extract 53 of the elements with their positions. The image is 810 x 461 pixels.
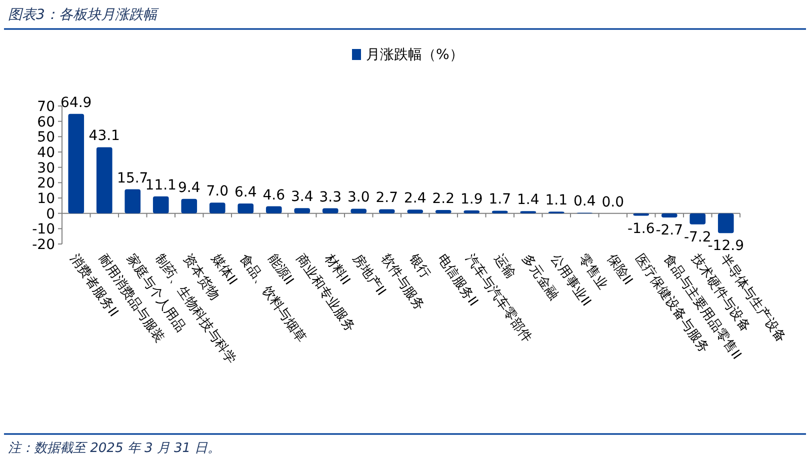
data-label: 2.2 xyxy=(432,190,455,207)
bar xyxy=(690,213,706,224)
data-label: 9.4 xyxy=(178,180,200,196)
bar xyxy=(661,213,678,218)
bar xyxy=(633,213,650,216)
bar xyxy=(407,210,424,214)
data-label: -2.7 xyxy=(656,222,684,238)
legend-label: 月涨跌幅（%） xyxy=(366,47,464,63)
y-tick-label: -20 xyxy=(32,237,55,253)
y-tick-label: 70 xyxy=(37,99,55,115)
bar xyxy=(435,210,452,214)
y-tick-label: 50 xyxy=(37,130,55,146)
data-label: 2.4 xyxy=(404,190,426,207)
data-label: 1.9 xyxy=(460,191,483,208)
data-label: 1.4 xyxy=(516,192,540,208)
y-tick-label: 30 xyxy=(37,160,55,176)
bar xyxy=(718,213,734,234)
bar xyxy=(96,147,112,214)
data-label: 3.0 xyxy=(347,190,370,206)
data-label: -1.6 xyxy=(627,220,655,237)
bar xyxy=(68,114,84,214)
data-label: 6.4 xyxy=(234,184,257,201)
bar xyxy=(209,202,226,214)
data-label: 0.4 xyxy=(573,194,596,210)
data-label: 43.1 xyxy=(88,128,120,144)
y-tick-label: 10 xyxy=(37,191,55,207)
bar xyxy=(124,189,141,214)
bar xyxy=(181,198,198,214)
data-label: 4.6 xyxy=(262,187,286,204)
data-label: 3.3 xyxy=(319,189,342,206)
bar xyxy=(464,210,480,214)
bar xyxy=(294,208,310,214)
data-label: 3.4 xyxy=(290,189,314,206)
chart-title: 图表3：各板块月涨跌幅 xyxy=(8,7,159,23)
y-tick-label: -10 xyxy=(32,222,55,238)
bar xyxy=(492,210,508,214)
y-tick-label: 20 xyxy=(37,176,55,192)
bar xyxy=(350,208,367,214)
bar xyxy=(238,204,254,214)
data-label: 1.7 xyxy=(488,192,512,208)
bar xyxy=(266,206,282,214)
y-tick-label: 0 xyxy=(46,206,55,222)
y-tick-label: 40 xyxy=(37,145,55,161)
bar xyxy=(152,196,169,214)
data-label: 2.7 xyxy=(376,190,398,206)
data-label: 7.0 xyxy=(206,184,229,200)
data-label: 1.1 xyxy=(545,192,568,209)
bar xyxy=(322,208,338,214)
data-label: 0.0 xyxy=(602,194,624,210)
bar xyxy=(378,209,395,214)
text: 注：数据截至 2025 年 3 月 31 日。 xyxy=(8,441,221,456)
data-label: 64.9 xyxy=(60,94,92,111)
y-tick-label: 60 xyxy=(37,114,55,130)
